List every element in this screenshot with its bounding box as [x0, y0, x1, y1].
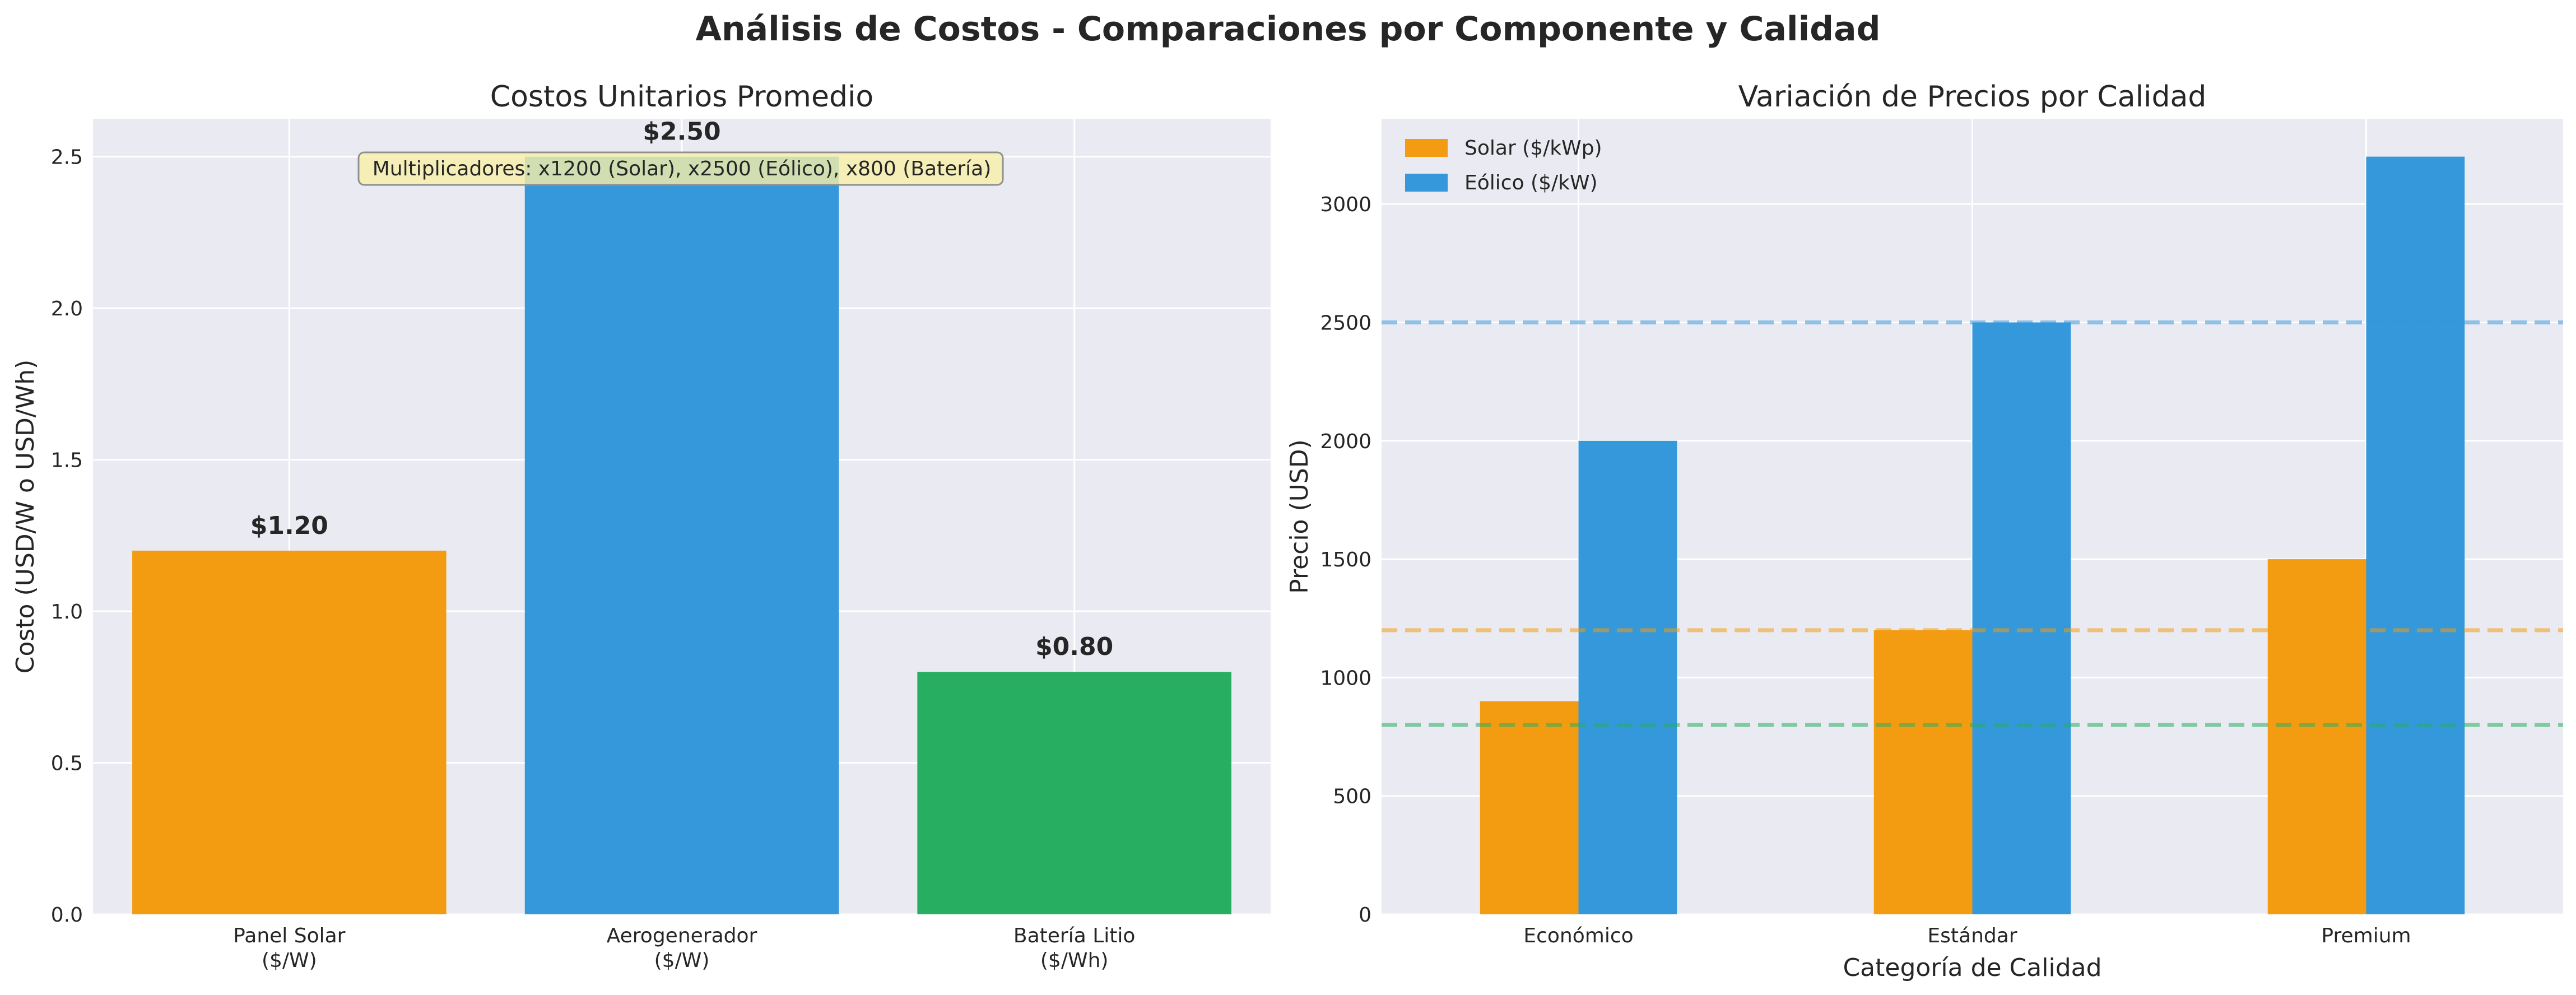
y-tick-label: 1.5 [51, 449, 83, 472]
bar-1 [132, 550, 447, 914]
x-tick-label: ($/Wh) [1040, 949, 1109, 972]
x-tick-label: ($/W) [654, 949, 710, 972]
bar-value-label: $2.50 [643, 118, 720, 146]
figure-title: Análisis de Costos - Comparaciones por C… [695, 10, 1880, 49]
bar-value-label: $1.20 [250, 512, 328, 540]
x-tick-label: ($/W) [262, 949, 317, 972]
bar-value-label: $0.80 [1035, 633, 1113, 661]
annotation-text: Multiplicadores: x1200 (Solar), x2500 (E… [373, 157, 992, 180]
y-tick-label: 1500 [1320, 548, 1371, 571]
y-tick-label: 1000 [1320, 667, 1371, 690]
y-axis-label: Precio (USD) [1285, 439, 1314, 594]
legend-swatch [1405, 139, 1448, 157]
bar-eolico-2 [1972, 322, 2071, 914]
bar-solar-1 [1480, 701, 1579, 914]
bar-eolico-1 [1578, 440, 1677, 914]
x-tick-label: Estándar [1927, 924, 2017, 947]
y-tick-label: 2.5 [51, 146, 83, 169]
x-tick-label: Panel Solar [233, 924, 346, 947]
annotation-box [357, 151, 1004, 186]
y-tick-label: 2.0 [51, 297, 83, 320]
y-tick-label: 3000 [1320, 193, 1371, 216]
chart-title: Costos Unitarios Promedio [490, 80, 873, 114]
legend-swatch [1405, 174, 1448, 192]
bar-2 [524, 156, 839, 915]
y-tick-label: 2000 [1320, 430, 1371, 453]
quality-price-chart: 0 500 1000 1500 2000 2500 3000 Económico Estánda… [1285, 80, 2563, 982]
bar-3 [917, 672, 1231, 914]
unit-cost-chart: 0.0 0.5 1.0 1.5 2.0 2.5 $1.20 $2.50 $0.80 Panel S… [11, 80, 1271, 972]
x-axis-label: Categoría de Calidad [1843, 954, 2101, 982]
x-tick-label: Aerogenerador [607, 924, 757, 947]
legend-label: Eólico ($/kW) [1464, 171, 1598, 194]
legend-label: Solar ($/kWp) [1464, 137, 1602, 160]
bar-solar-2 [1873, 630, 1973, 914]
y-axis-label: Costo (USD/W o USD/Wh) [11, 360, 40, 674]
y-tick-label: 0.0 [51, 904, 83, 927]
chart-title: Variación de Precios por Calidad [1738, 80, 2207, 114]
bar-solar-3 [2267, 559, 2366, 914]
y-tick-label: 0.5 [51, 752, 83, 775]
y-tick-label: 2500 [1320, 311, 1371, 334]
y-tick-label: 500 [1333, 785, 1371, 808]
y-tick-label: 0 [1359, 904, 1371, 927]
y-tick-label: 1.0 [51, 601, 83, 624]
x-tick-label: Premium [2321, 924, 2411, 947]
x-tick-label: Económico [1523, 924, 1633, 947]
x-tick-label: Batería Litio [1013, 924, 1136, 947]
bar-eolico-3 [2366, 156, 2465, 915]
